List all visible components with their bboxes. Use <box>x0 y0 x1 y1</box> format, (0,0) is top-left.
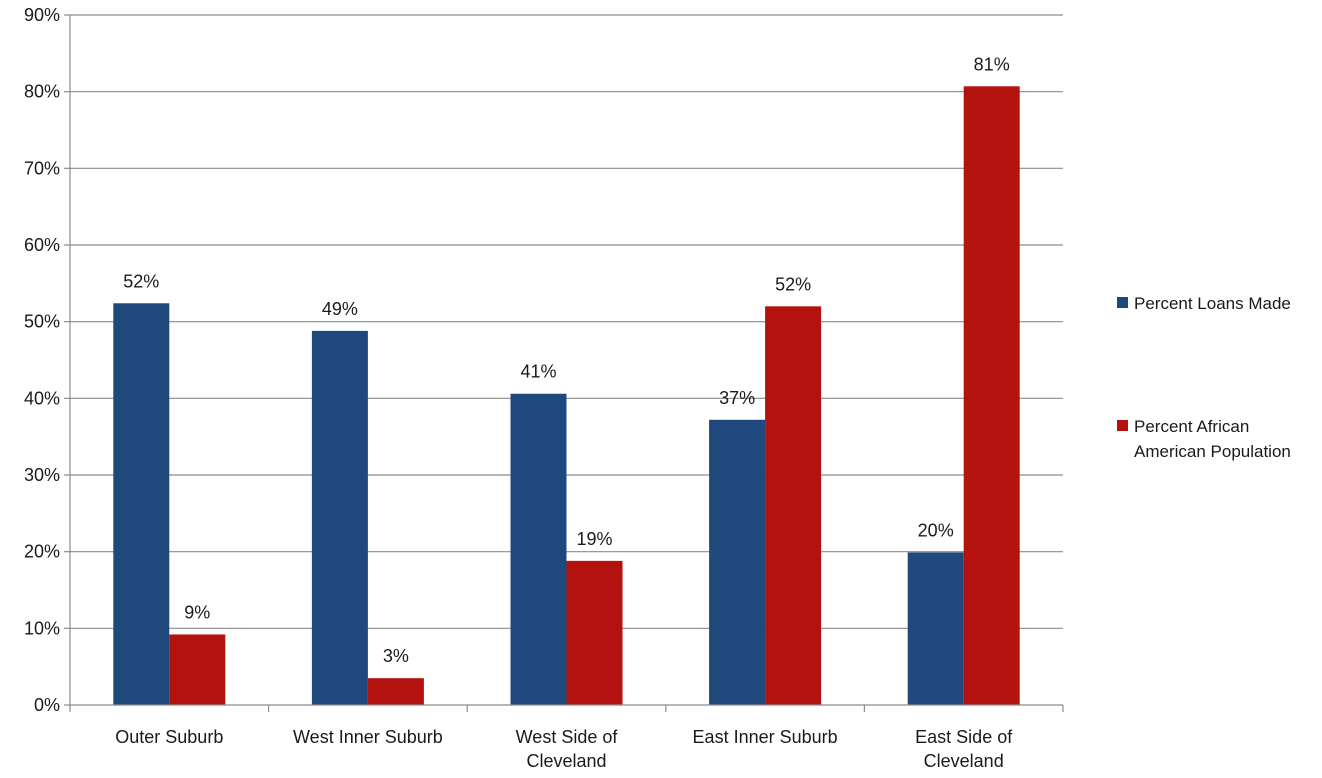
data-label: 19% <box>576 529 612 549</box>
legend-label: Percent Loans Made <box>1134 294 1291 313</box>
x-category-label: West Inner Suburb <box>293 727 443 747</box>
y-tick-label: 50% <box>24 312 60 332</box>
x-category-label: Cleveland <box>924 751 1004 771</box>
bar-population-3 <box>765 306 822 705</box>
data-label: 41% <box>520 362 556 382</box>
data-label: 9% <box>184 602 210 622</box>
bar-population-2 <box>566 560 623 705</box>
data-label: 49% <box>322 299 358 319</box>
data-label: 52% <box>123 271 159 291</box>
bar-loans-2 <box>510 393 567 705</box>
y-tick-label: 0% <box>34 695 60 715</box>
x-category-label: East Inner Suburb <box>693 727 838 747</box>
y-tick-label: 90% <box>24 5 60 25</box>
bar-loans-1 <box>311 330 368 705</box>
x-category-label: East Side of <box>915 727 1013 747</box>
data-label: 20% <box>918 520 954 540</box>
data-label: 3% <box>383 646 409 666</box>
data-label: 37% <box>719 388 755 408</box>
x-category-label: West Side of <box>516 727 619 747</box>
gridlines <box>70 14 1063 629</box>
bar-population-4 <box>963 86 1020 706</box>
data-label: 52% <box>775 274 811 294</box>
bars <box>113 86 1020 706</box>
y-tick-label: 80% <box>24 82 60 102</box>
y-tick-label: 20% <box>24 542 60 562</box>
y-tick-label: 10% <box>24 618 60 638</box>
axes: 0% 10% 20% 30% 40% 50% 60% 70% 80% 90% Outer Subur… <box>24 5 1064 771</box>
y-tick-label: 70% <box>24 158 60 178</box>
legend-label: American Population <box>1134 442 1291 461</box>
bar-loans-0 <box>113 303 170 705</box>
data-labels: 52% 9% 49% 3% 41% 19% 37% 52% 20% 81% <box>123 54 1009 666</box>
bar-population-1 <box>367 678 424 705</box>
legend-label: Percent African <box>1134 417 1249 436</box>
x-category-label: Outer Suburb <box>115 727 223 747</box>
bar-population-0 <box>169 634 226 705</box>
y-tick-label: 60% <box>24 235 60 255</box>
y-tick-label: 30% <box>24 465 60 485</box>
data-label: 81% <box>974 54 1010 74</box>
x-category-label: Cleveland <box>526 751 606 771</box>
legend: Percent Loans Made Percent African America… <box>1117 294 1291 461</box>
legend-swatch <box>1117 420 1128 431</box>
bar-loans-3 <box>709 419 766 705</box>
legend-swatch <box>1117 297 1128 308</box>
y-tick-label: 40% <box>24 388 60 408</box>
bar-loans-4 <box>907 552 964 705</box>
